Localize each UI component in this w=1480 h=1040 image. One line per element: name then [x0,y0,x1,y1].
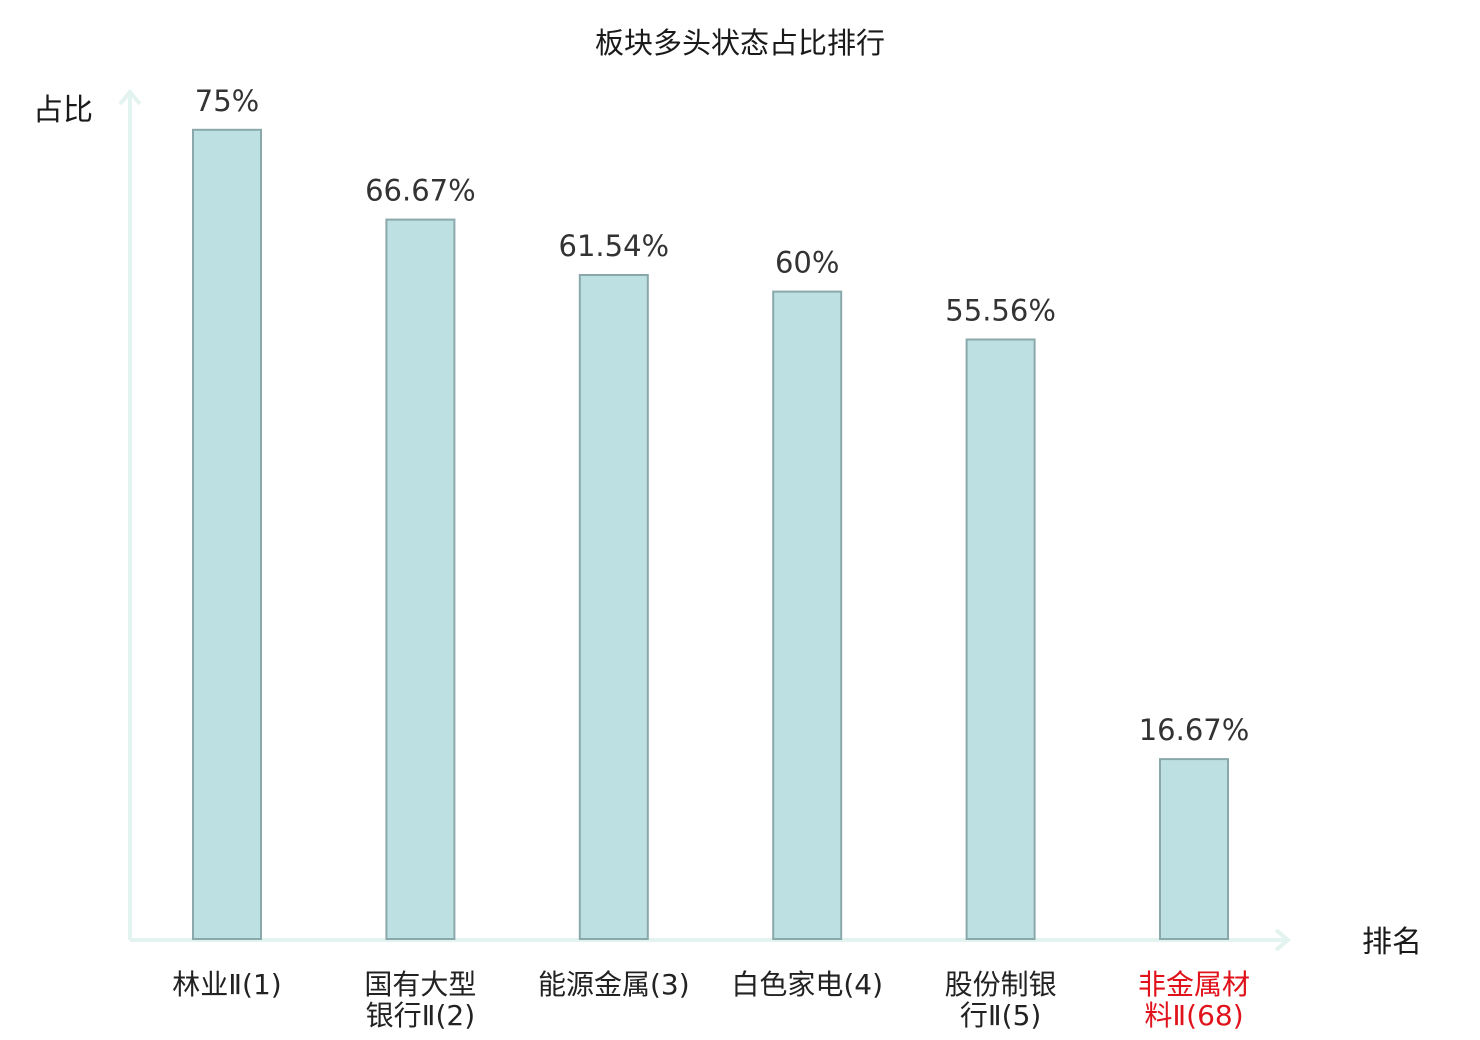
category-label-2-line-2: 银行Ⅱ(2) [366,999,475,1032]
bar-4 [772,290,843,941]
category-label-2-line-1: 国有大型 [364,968,476,1001]
category-label-3: 能源金属(3) [538,968,690,1001]
category-label-6-line-2: 料Ⅱ(68) [1144,999,1243,1032]
y-axis-arrow-icon [118,88,142,106]
value-label-6: 16.67% [1139,713,1250,747]
axes [118,88,1292,952]
category-label-6-line-1: 非金属材 [1138,968,1250,1001]
value-label-1: 75% [195,84,259,118]
chart-title: 板块多头状态占比排行 [595,26,885,60]
bar-6 [1159,758,1229,940]
category-label-5-line-2: 行Ⅱ(5) [960,999,1041,1032]
bar-1 [192,128,262,941]
x-axis-arrow-icon [1274,928,1292,952]
bar-2 [385,218,456,941]
category-label-1: 林业Ⅱ(1) [172,968,281,1001]
category-label-5-line-1: 股份制银 [945,968,1057,1001]
bar-3 [578,274,649,940]
value-label-3: 61.54% [559,229,670,263]
y-axis-label: 占比 [33,93,93,128]
x-axis-label: 排名 [1362,925,1422,960]
value-label-5: 55.56% [945,294,1056,328]
value-label-4: 60% [775,246,839,280]
value-label-2: 66.67% [365,174,476,208]
bar-5 [965,338,1036,940]
value-labels: 75% 66.67% 61.54% 60% 55.56% 16.67% [195,84,1250,747]
bar-series [192,128,1229,941]
category-label-4: 白色家电(4) [731,968,883,1001]
